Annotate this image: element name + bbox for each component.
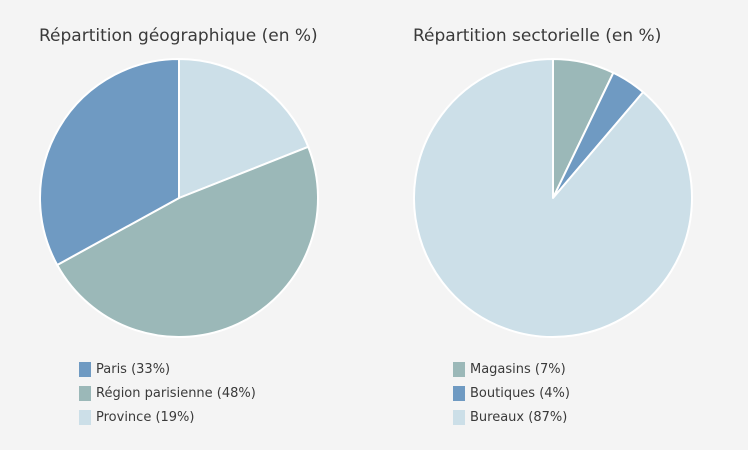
legend-swatch bbox=[453, 361, 465, 377]
legend-label: Magasins (7%) bbox=[470, 361, 566, 377]
legend-swatch bbox=[453, 409, 465, 425]
sector-pie-chart: Répartition sectorielle (en %) Magasins … bbox=[374, 0, 748, 450]
pie-slice-paris bbox=[39, 58, 180, 266]
legend-swatch bbox=[453, 385, 465, 401]
legend-swatch bbox=[79, 361, 91, 377]
legend-label: Région parisienne (48%) bbox=[96, 385, 256, 401]
legend-item-paris: Paris (33%) bbox=[79, 357, 256, 381]
pie-slice-région-parisienne bbox=[56, 145, 319, 338]
legend-item-province: Province (19%) bbox=[79, 405, 256, 429]
legend-label: Province (19%) bbox=[96, 409, 195, 425]
legend: Magasins (7%) Boutiques (4%) Bureaux (87… bbox=[453, 357, 570, 429]
chart-title: Répartition sectorielle (en %) bbox=[413, 26, 662, 46]
legend: Paris (33%) Région parisienne (48%) Prov… bbox=[79, 357, 256, 429]
legend-label: Boutiques (4%) bbox=[470, 385, 570, 401]
pie-slice-bureaux bbox=[413, 58, 693, 338]
legend-label: Paris (33%) bbox=[96, 361, 171, 377]
legend-item-region-parisienne: Région parisienne (48%) bbox=[79, 381, 256, 405]
pie bbox=[413, 58, 693, 338]
legend-swatch bbox=[79, 385, 91, 401]
legend-swatch bbox=[79, 409, 91, 425]
legend-item-boutiques: Boutiques (4%) bbox=[453, 381, 570, 405]
pie bbox=[39, 58, 319, 338]
legend-item-magasins: Magasins (7%) bbox=[453, 357, 570, 381]
pie-slice-province bbox=[178, 58, 310, 199]
chart-title: Répartition géographique (en %) bbox=[39, 26, 318, 46]
legend-item-bureaux: Bureaux (87%) bbox=[453, 405, 570, 429]
geographic-pie-chart: Répartition géographique (en %) Paris (3… bbox=[39, 26, 319, 429]
legend-label: Bureaux (87%) bbox=[470, 409, 568, 425]
